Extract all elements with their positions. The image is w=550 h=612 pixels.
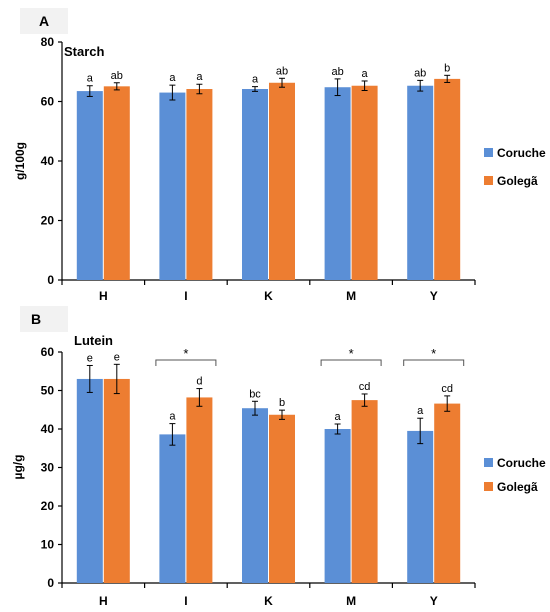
y-axis-label: g/100g xyxy=(13,142,27,180)
y-tick-label: 40 xyxy=(41,422,55,436)
legend-swatch-coruche xyxy=(484,458,493,467)
significance-letter: cd xyxy=(359,381,371,393)
bar-coruche-Y xyxy=(407,430,434,583)
legend-label: Golegã xyxy=(497,174,538,188)
panel-letter-box xyxy=(20,306,68,332)
chart-panel-B: B Lutein 0 10 20 30 40 50 60 µg/g H I K M Ye a bc a a e d b cd… xyxy=(11,306,546,608)
legend-swatch-coruche xyxy=(484,148,493,157)
significance-star: * xyxy=(431,346,436,361)
y-tick-label: 60 xyxy=(41,345,55,359)
y-tick-label: 20 xyxy=(41,499,55,513)
bar-coruche-M xyxy=(324,87,351,280)
bar-golegã-K xyxy=(269,82,295,280)
significance-letter: ab xyxy=(111,70,123,82)
bar-golegã-H xyxy=(103,86,130,280)
bar-golegã-I xyxy=(186,89,213,280)
x-tick-label: H xyxy=(99,594,108,608)
panel-letter: B xyxy=(31,311,41,327)
y-tick-label: 0 xyxy=(47,273,54,287)
panel-letter: A xyxy=(39,13,49,29)
x-tick-label: K xyxy=(264,594,273,608)
legend-label: Coruche xyxy=(497,146,546,160)
significance-letter: cd xyxy=(441,383,453,395)
significance-letter: a xyxy=(362,68,369,80)
y-tick-label: 50 xyxy=(41,384,55,398)
significance-letter: a xyxy=(196,71,203,83)
y-tick-label: 40 xyxy=(41,154,55,168)
bar-golegã-H xyxy=(103,378,130,583)
bar-golegã-Y xyxy=(434,78,461,280)
x-tick-label: M xyxy=(346,594,356,608)
significance-letter: e xyxy=(114,351,120,363)
significance-letter: ab xyxy=(276,65,288,77)
x-tick-label: I xyxy=(184,289,187,303)
significance-letter: ab xyxy=(414,67,426,79)
bar-golegã-Y xyxy=(434,403,461,583)
x-tick-label: Y xyxy=(430,594,438,608)
significance-bracket xyxy=(320,359,382,366)
y-tick-label: 30 xyxy=(41,461,55,475)
legend-swatch-golegã xyxy=(484,482,493,491)
significance-bracket xyxy=(403,359,465,366)
bar-coruche-K xyxy=(242,408,268,583)
significance-letter: a xyxy=(335,411,342,423)
y-tick-label: 0 xyxy=(47,576,54,590)
bar-golegã-M xyxy=(351,85,378,280)
legend-swatch-golegã xyxy=(484,176,493,185)
panel-letter-box xyxy=(20,8,68,34)
bar-coruche-H xyxy=(76,91,103,281)
x-tick-label: H xyxy=(99,289,108,303)
x-tick-label: I xyxy=(184,594,187,608)
significance-letter: b xyxy=(444,62,450,74)
significance-letter: a xyxy=(417,405,424,417)
significance-star: * xyxy=(349,346,354,361)
significance-bracket xyxy=(155,359,217,366)
legend-label: Golegã xyxy=(497,480,538,494)
y-tick-label: 80 xyxy=(41,35,55,49)
significance-letter: a xyxy=(169,72,176,84)
chart-title: Lutein xyxy=(74,333,113,348)
bar-coruche-K xyxy=(242,89,268,280)
bar-golegã-K xyxy=(269,414,295,583)
y-tick-label: 20 xyxy=(41,214,55,228)
significance-letter: b xyxy=(279,397,285,409)
y-tick-label: 10 xyxy=(41,538,55,552)
bar-coruche-H xyxy=(76,378,103,583)
y-axis-label: µg/g xyxy=(11,455,25,480)
significance-letter: a xyxy=(169,411,176,423)
significance-letter: bc xyxy=(249,388,261,400)
bar-coruche-I xyxy=(159,434,186,583)
bar-coruche-M xyxy=(324,429,351,583)
significance-letter: a xyxy=(252,74,259,86)
significance-letter: ab xyxy=(331,66,343,78)
y-tick-label: 60 xyxy=(41,95,55,109)
bar-golegã-I xyxy=(186,397,213,583)
x-tick-label: M xyxy=(346,289,356,303)
bar-golegã-M xyxy=(351,400,378,583)
chart-title: Starch xyxy=(64,44,105,59)
x-tick-label: K xyxy=(264,289,273,303)
bar-coruche-I xyxy=(159,92,186,280)
significance-letter: d xyxy=(196,376,202,388)
legend-label: Coruche xyxy=(497,456,546,470)
significance-letter: e xyxy=(87,352,93,364)
bar-coruche-Y xyxy=(407,85,434,280)
significance-letter: a xyxy=(87,73,94,85)
x-tick-label: Y xyxy=(430,289,438,303)
significance-star: * xyxy=(183,346,188,361)
